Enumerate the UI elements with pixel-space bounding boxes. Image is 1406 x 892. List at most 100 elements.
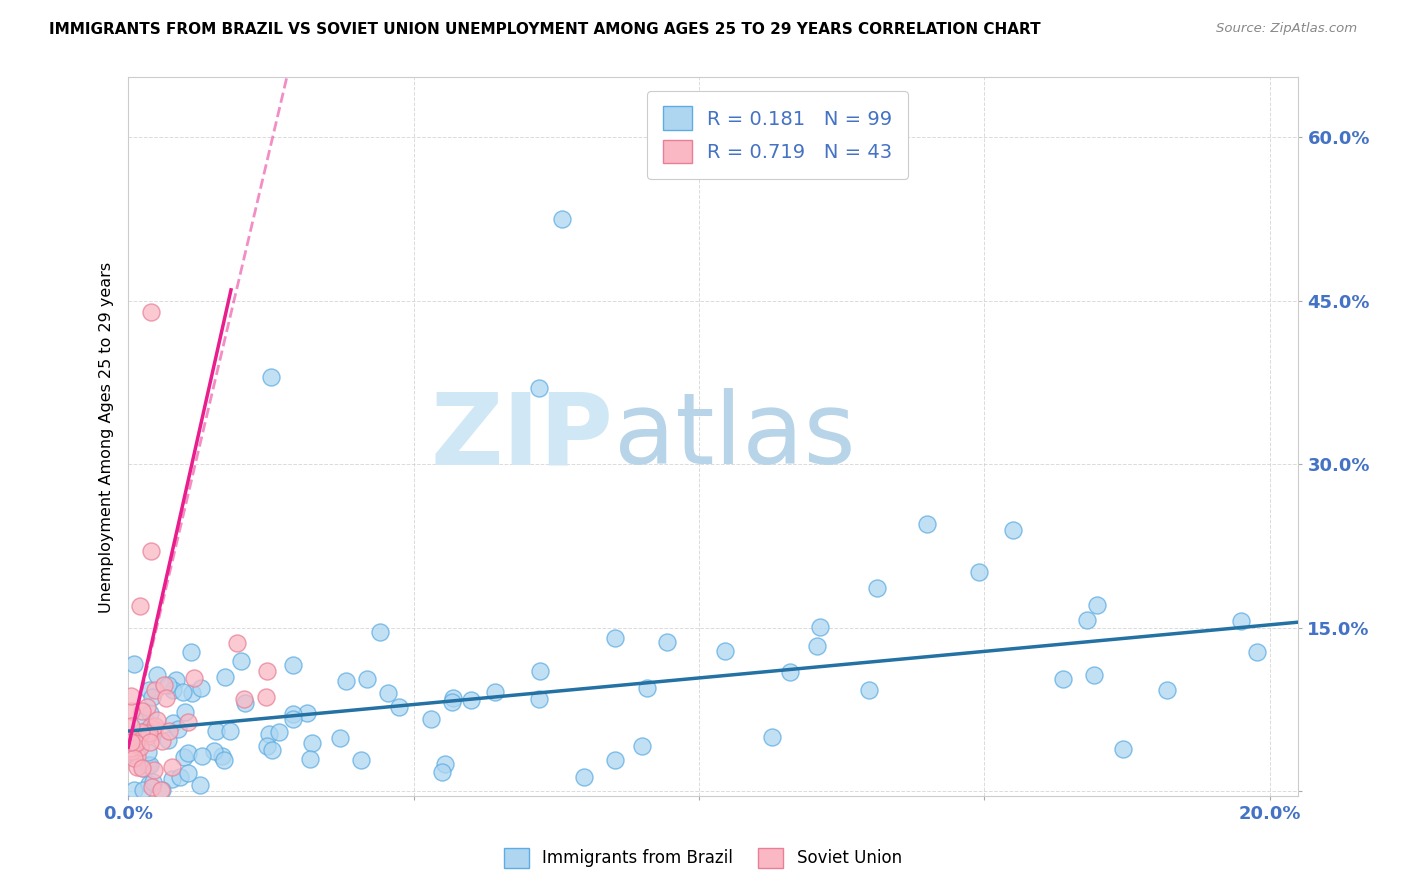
Point [225, 636, 247, 650]
Point [122, 751, 145, 765]
Point [603, 631, 626, 645]
Point [125, 736, 148, 750]
Text: atlas: atlas [614, 388, 855, 485]
Point [162, 683, 184, 698]
Point [356, 672, 378, 686]
Point [529, 691, 551, 706]
Point [917, 517, 939, 532]
Point [142, 775, 165, 789]
Point [120, 735, 142, 749]
Y-axis label: Unemployment Among Ages 25 to 29 years: Unemployment Among Ages 25 to 29 years [100, 261, 114, 613]
Point [808, 620, 831, 634]
Point [138, 725, 160, 739]
Point [260, 370, 283, 384]
Point [419, 712, 441, 726]
Point [1052, 672, 1074, 686]
Point [124, 733, 146, 747]
Point [167, 722, 190, 736]
Point [377, 686, 399, 700]
Point [132, 783, 155, 797]
Point [162, 772, 184, 786]
Point [136, 758, 159, 772]
Point [177, 715, 200, 730]
Point [1229, 614, 1251, 628]
Point [180, 645, 202, 659]
Point [1246, 645, 1268, 659]
Point [657, 635, 679, 649]
Point [761, 730, 783, 744]
Point [138, 758, 160, 772]
Point [432, 764, 454, 779]
Point [141, 690, 163, 704]
Point [136, 700, 159, 714]
Point [121, 744, 143, 758]
Point [156, 677, 179, 691]
Point [1076, 613, 1098, 627]
Point [160, 760, 183, 774]
Point [328, 731, 350, 745]
Point [1156, 683, 1178, 698]
Point [636, 681, 658, 695]
Point [165, 673, 187, 687]
Point [162, 716, 184, 731]
Point [335, 674, 357, 689]
Point [1112, 741, 1135, 756]
Point [866, 581, 889, 595]
Point [256, 739, 278, 753]
Text: IMMIGRANTS FROM BRAZIL VS SOVIET UNION UNEMPLOYMENT AMONG AGES 25 TO 29 YEARS CO: IMMIGRANTS FROM BRAZIL VS SOVIET UNION U… [49, 22, 1040, 37]
Point [231, 654, 253, 668]
Point [142, 722, 165, 736]
Point [267, 724, 290, 739]
Point [297, 706, 319, 720]
Legend: R = 0.181   N = 99, R = 0.719   N = 43: R = 0.181 N = 99, R = 0.719 N = 43 [647, 91, 908, 179]
Point [967, 565, 990, 579]
Point [157, 724, 180, 739]
Point [858, 683, 880, 698]
Point [150, 783, 173, 797]
Point [204, 724, 226, 739]
Point [129, 731, 152, 745]
Point [260, 743, 283, 757]
Point [572, 771, 595, 785]
Point [434, 757, 457, 772]
Point [202, 744, 225, 758]
Point [138, 777, 160, 791]
Point [214, 670, 236, 684]
Point [138, 735, 160, 749]
Point [136, 729, 159, 743]
Point [350, 753, 373, 767]
Point [143, 719, 166, 733]
Point [190, 681, 212, 695]
Point [142, 724, 165, 739]
Point [145, 713, 167, 727]
Point [368, 624, 391, 639]
Point [141, 780, 163, 794]
Point [529, 664, 551, 678]
Point [441, 690, 464, 705]
Text: ZIP: ZIP [432, 388, 614, 485]
Point [529, 381, 551, 395]
Point [301, 736, 323, 750]
Point [131, 704, 153, 718]
Point [484, 685, 506, 699]
Point [180, 686, 202, 700]
Point [233, 696, 256, 710]
Point [298, 752, 321, 766]
Point [122, 783, 145, 797]
Point [281, 706, 304, 721]
Point [254, 690, 277, 704]
Point [177, 746, 200, 760]
Point [388, 699, 411, 714]
Point [128, 599, 150, 613]
Point [630, 739, 652, 754]
Point [169, 771, 191, 785]
Point [138, 683, 160, 698]
Legend: Immigrants from Brazil, Soviet Union: Immigrants from Brazil, Soviet Union [498, 841, 908, 875]
Point [120, 741, 142, 756]
Point [134, 713, 156, 727]
Point [142, 763, 165, 777]
Point [131, 761, 153, 775]
Point [143, 682, 166, 697]
Point [779, 665, 801, 680]
Point [218, 724, 240, 739]
